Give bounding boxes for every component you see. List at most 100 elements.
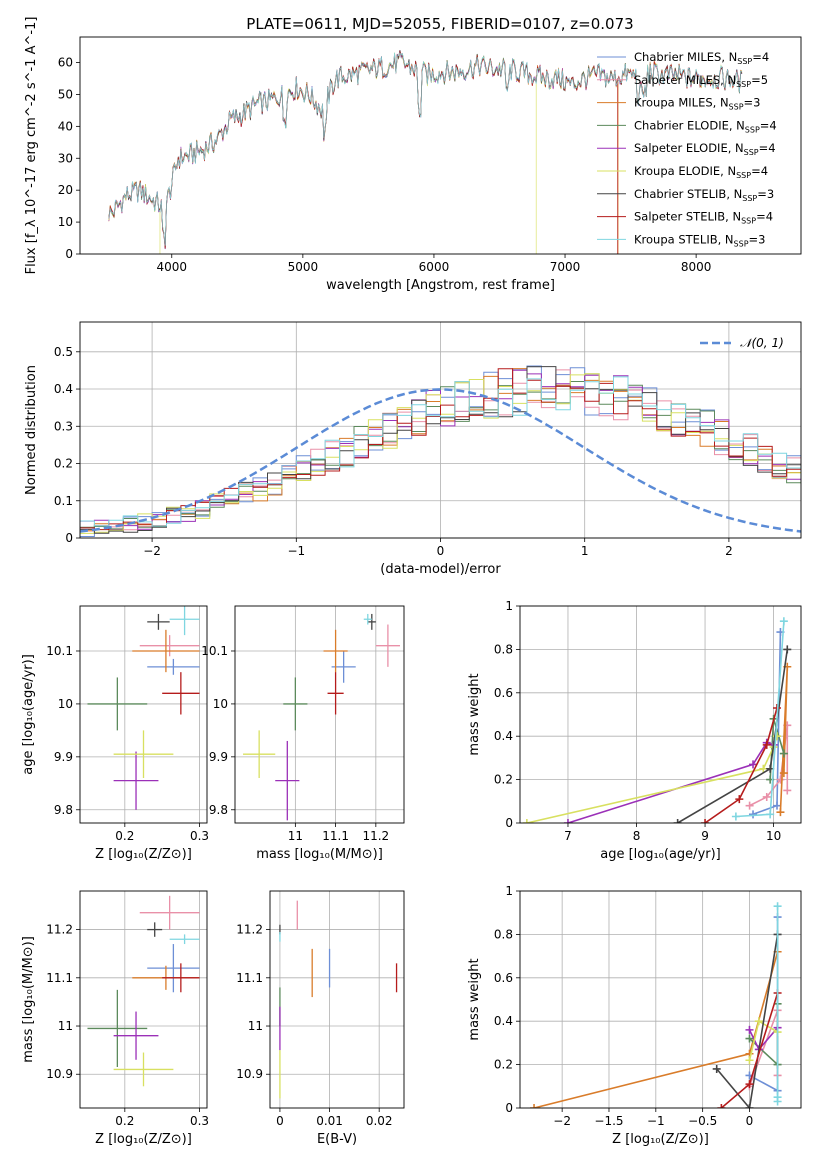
y-tick-label: 11.1	[236, 971, 263, 985]
histogram-axes: −2 −1 0 1 2 0 0.1 0.2 0.3 0.4 0.5 (data-model)/erro…	[24, 322, 801, 577]
x-tick-label: 8	[633, 829, 641, 843]
histogram-legend: 𝒩(0, 1)	[700, 336, 784, 350]
histogram-series-steps	[80, 365, 801, 538]
errorbar-point	[169, 606, 200, 636]
weight-series-line	[748, 1003, 779, 1067]
weight-point-marker	[773, 1093, 782, 1102]
legend-entry: Chabrier STELIB, NSSP=3	[634, 187, 774, 203]
y-tick-label: 0.2	[54, 457, 73, 471]
y-tick-label: 10	[58, 215, 73, 229]
weight-point-marker	[766, 810, 775, 819]
weight-point-marker	[745, 1025, 754, 1034]
weight-point-marker	[779, 749, 788, 758]
y-tick-label: 0	[505, 816, 513, 830]
weight-point-marker	[773, 902, 782, 911]
y-tick-label: 9.9	[209, 750, 228, 764]
y-tick-label: 10	[58, 697, 73, 711]
weight-point-marker	[673, 819, 682, 823]
histogram-series-steps	[80, 369, 801, 538]
x-tick-label: 4000	[156, 260, 187, 274]
y-tick-label: 0.6	[494, 971, 513, 985]
x-axis-label: Z [log₁₀(Z/Z⊙)]	[612, 1132, 709, 1147]
legend-entry: Kroupa STELIB, NSSP=3	[634, 232, 765, 248]
y-axis-label: Normed distribution	[24, 365, 39, 495]
clip-weight-age-plot	[522, 617, 792, 823]
histogram-frame	[79, 321, 802, 539]
histogram-series-steps	[80, 376, 801, 538]
errorbar-point	[243, 730, 276, 779]
weight-point-marker	[749, 810, 758, 819]
legend-entry: Kroupa MILES, NSSP=3	[634, 96, 760, 112]
legend-text: Chabrier STELIB, N	[634, 187, 742, 201]
legend-text: Salpeter MILES, N	[634, 73, 736, 87]
x-tick-label: 0	[276, 1114, 284, 1128]
spectrum-axes: 4000 5000 6000 7000 8000 0 10 20 30 40 50 60 wavelen…	[24, 17, 711, 293]
y-tick-label: 0.3	[54, 419, 73, 433]
age-mass-frame	[234, 605, 405, 824]
y-tick-label: 9.8	[209, 803, 228, 817]
y-tick-label: 0.2	[494, 1058, 513, 1072]
legend-text: =4	[752, 50, 769, 64]
legend-entry: Salpeter MILES, NSSP=5	[634, 73, 768, 89]
weight-point-marker	[717, 1104, 726, 1108]
errorbar-point	[113, 751, 159, 810]
errorbar-point	[367, 613, 376, 630]
histogram-series-steps	[80, 368, 801, 538]
y-tick-label: 0.6	[494, 686, 513, 700]
y-tick-label: 11.2	[46, 923, 73, 937]
y-tick-label: 0.2	[494, 773, 513, 787]
errorbar-point	[139, 895, 200, 930]
weight-point-marker	[745, 1034, 754, 1043]
clip-spec-plot	[108, 50, 743, 254]
chart-layer: 4000 5000 6000 7000 80000102030405060wavelen…	[21, 17, 802, 1147]
legend-entry: Salpeter STELIB, NSSP=4	[634, 210, 773, 226]
weight-point-marker	[735, 795, 744, 804]
legend-text: =3	[757, 187, 774, 201]
histogram-series-steps	[80, 368, 801, 538]
legend-text: =3	[744, 96, 761, 110]
weight-age-axes: 7 8 9 10 0 0.2 0.4 0.6 0.8 1 age [log₁₀(age/yr)] ma…	[467, 599, 801, 862]
errorbar-point	[139, 635, 200, 657]
legend-entry: Kroupa ELODIE, NSSP=4	[634, 164, 768, 180]
legend-entry: Chabrier ELODIE, NSSP=4	[634, 118, 777, 134]
legend-subscript: SSP	[745, 125, 760, 134]
x-axis-label: (data-model)/error	[380, 562, 501, 577]
x-tick-label: −2	[553, 1114, 571, 1128]
x-tick-label: −2	[143, 544, 161, 558]
weight-point-marker	[731, 812, 740, 821]
clip-age-mass-plot	[243, 613, 400, 821]
y-tick-label: 10.9	[236, 1067, 263, 1081]
legend-entry: 𝒩(0, 1)	[740, 336, 784, 350]
weight-point-marker	[745, 1056, 754, 1065]
y-tick-label: 60	[58, 56, 73, 70]
y-tick-label: 10.1	[46, 644, 73, 658]
weight-series-line	[716, 934, 779, 1108]
errorbar-point	[147, 922, 163, 937]
age-mass-axes: 11 11.1 11.2 9.8 9.9 10 10.1 mass [log₁₀(M/M⊙)]	[201, 606, 404, 862]
legend-text: Salpeter STELIB, N	[634, 210, 741, 224]
clip-age-z-plot	[87, 606, 200, 810]
clip-weight-z-plot	[530, 902, 782, 1108]
errorbar-point	[147, 944, 200, 993]
histogram-series-steps	[80, 373, 801, 538]
weight-age-frame	[519, 605, 802, 824]
legend-text: Chabrier MILES, N	[634, 50, 737, 64]
weight-point-marker	[779, 769, 788, 778]
legend-subscript: SSP	[736, 171, 751, 180]
x-tick-label: 0.01	[316, 1114, 343, 1128]
y-tick-label: 30	[58, 151, 73, 165]
y-tick-label: 0	[65, 247, 73, 261]
weight-point-marker	[773, 801, 782, 810]
x-axis-label: mass [log₁₀(M/M⊙)]	[256, 847, 383, 862]
x-tick-label: 2	[725, 544, 733, 558]
weight-point-marker	[776, 775, 785, 784]
y-axis-label: Flux [f_λ 10^-17 erg cm^-2 s^-1 A^-1]	[24, 17, 39, 275]
errorbar-point	[113, 730, 174, 779]
y-tick-label: 0.4	[494, 729, 513, 743]
mass-z-frame	[79, 890, 208, 1109]
weight-point-marker	[745, 1104, 754, 1108]
clip-hist-plot	[80, 365, 801, 538]
x-tick-label: 7000	[550, 260, 581, 274]
